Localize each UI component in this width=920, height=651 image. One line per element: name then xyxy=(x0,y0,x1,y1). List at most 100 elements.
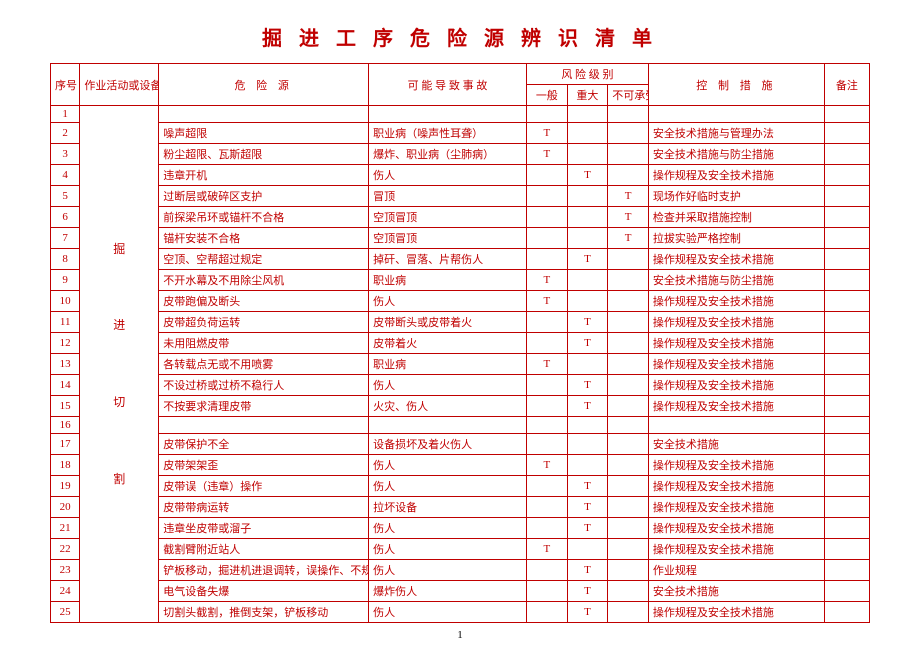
cell-hazard: 未用阻燃皮带 xyxy=(159,333,369,354)
cell-r3 xyxy=(608,539,649,560)
cell-hazard: 噪声超限 xyxy=(159,123,369,144)
cell-accident: 空顶冒顶 xyxy=(369,228,527,249)
cell-r2: T xyxy=(567,396,608,417)
cell-r2: T xyxy=(567,165,608,186)
cell-hazard xyxy=(159,106,369,123)
cell-r1 xyxy=(527,165,568,186)
cell-seq: 23 xyxy=(51,560,80,581)
cell-r2: T xyxy=(567,497,608,518)
cell-hazard: 不设过桥或过桥不稳行人 xyxy=(159,375,369,396)
cell-seq: 15 xyxy=(51,396,80,417)
cell-r2 xyxy=(567,207,608,228)
cell-r3 xyxy=(608,396,649,417)
cell-accident: 伤人 xyxy=(369,375,527,396)
cell-accident: 伤人 xyxy=(369,539,527,560)
cell-seq: 1 xyxy=(51,106,80,123)
cell-measure: 操作规程及安全技术措施 xyxy=(648,312,824,333)
table-row: 24电气设备失爆爆炸伤人T安全技术措施 xyxy=(51,581,870,602)
cell-r3 xyxy=(608,354,649,375)
cell-r2: T xyxy=(567,602,608,623)
cell-r1 xyxy=(527,417,568,434)
cell-remark xyxy=(824,375,869,396)
cell-r3 xyxy=(608,270,649,291)
cell-remark xyxy=(824,518,869,539)
cell-seq: 22 xyxy=(51,539,80,560)
table-row: 25切割头截割，推倒支架，铲板移动伤人T操作规程及安全技术措施 xyxy=(51,602,870,623)
cell-r3 xyxy=(608,333,649,354)
cell-measure: 操作规程及安全技术措施 xyxy=(648,476,824,497)
cell-remark xyxy=(824,560,869,581)
cell-r2 xyxy=(567,106,608,123)
cell-remark xyxy=(824,333,869,354)
header-area: 作业活动或设备 (材料) 名 称 xyxy=(80,64,159,106)
cell-r3 xyxy=(608,249,649,270)
cell-hazard: 皮带跑偏及断头 xyxy=(159,291,369,312)
cell-remark xyxy=(824,165,869,186)
table-row: 12未用阻燃皮带皮带着火T操作规程及安全技术措施 xyxy=(51,333,870,354)
cell-r3 xyxy=(608,581,649,602)
table-row: 3粉尘超限、瓦斯超限爆炸、职业病（尘肺病）T安全技术措施与防尘措施 xyxy=(51,144,870,165)
cell-remark xyxy=(824,186,869,207)
cell-accident: 空顶冒顶 xyxy=(369,207,527,228)
cell-seq: 16 xyxy=(51,417,80,434)
cell-accident: 冒顶 xyxy=(369,186,527,207)
cell-accident: 皮带着火 xyxy=(369,333,527,354)
table-row: 13各转载点无或不用喷雾职业病T操作规程及安全技术措施 xyxy=(51,354,870,375)
table-row: 22截割臂附近站人伤人T操作规程及安全技术措施 xyxy=(51,539,870,560)
cell-accident: 伤人 xyxy=(369,560,527,581)
table-row: 17皮带保护不全设备损坏及着火伤人安全技术措施 xyxy=(51,434,870,455)
table-row: 14不设过桥或过桥不稳行人伤人T操作规程及安全技术措施 xyxy=(51,375,870,396)
cell-accident xyxy=(369,106,527,123)
cell-hazard: 过断层或破碎区支护 xyxy=(159,186,369,207)
cell-seq: 24 xyxy=(51,581,80,602)
cell-hazard: 截割臂附近站人 xyxy=(159,539,369,560)
cell-r2 xyxy=(567,291,608,312)
table-row: 10皮带跑偏及断头伤人T操作规程及安全技术措施 xyxy=(51,291,870,312)
cell-remark xyxy=(824,581,869,602)
cell-r1 xyxy=(527,396,568,417)
cell-seq: 6 xyxy=(51,207,80,228)
cell-seq: 18 xyxy=(51,455,80,476)
cell-r2 xyxy=(567,539,608,560)
cell-seq: 21 xyxy=(51,518,80,539)
cell-accident: 伤人 xyxy=(369,476,527,497)
cell-remark xyxy=(824,249,869,270)
cell-r1 xyxy=(527,228,568,249)
table-row: 2噪声超限职业病（噪声性耳聋）T安全技术措施与管理办法 xyxy=(51,123,870,144)
cell-r1 xyxy=(527,186,568,207)
cell-measure xyxy=(648,417,824,434)
hazard-table: 序号 作业活动或设备 (材料) 名 称 危 险 源 可 能 导 致 事 故 风 … xyxy=(50,63,870,623)
cell-measure: 操作规程及安全技术措施 xyxy=(648,497,824,518)
header-r3: 不可承受 xyxy=(608,85,649,106)
cell-r2: T xyxy=(567,333,608,354)
cell-seq: 19 xyxy=(51,476,80,497)
cell-remark xyxy=(824,497,869,518)
cell-r2: T xyxy=(567,375,608,396)
cell-r2: T xyxy=(567,249,608,270)
cell-r1: T xyxy=(527,144,568,165)
cell-r1: T xyxy=(527,539,568,560)
cell-r2: T xyxy=(567,560,608,581)
cell-r1: T xyxy=(527,354,568,375)
table-row: 6前探梁吊环或锚杆不合格空顶冒顶T检查并采取措施控制 xyxy=(51,207,870,228)
cell-r3 xyxy=(608,602,649,623)
cell-remark xyxy=(824,106,869,123)
cell-r3 xyxy=(608,291,649,312)
cell-measure: 拉拔实验严格控制 xyxy=(648,228,824,249)
cell-remark xyxy=(824,417,869,434)
cell-remark xyxy=(824,291,869,312)
cell-remark xyxy=(824,354,869,375)
cell-hazard: 不按要求清理皮带 xyxy=(159,396,369,417)
cell-r1 xyxy=(527,333,568,354)
cell-measure: 操作规程及安全技术措施 xyxy=(648,249,824,270)
cell-hazard: 皮带超负荷运转 xyxy=(159,312,369,333)
cell-accident: 伤人 xyxy=(369,291,527,312)
cell-hazard: 锚杆安装不合格 xyxy=(159,228,369,249)
cell-remark xyxy=(824,396,869,417)
cell-seq: 10 xyxy=(51,291,80,312)
cell-remark xyxy=(824,434,869,455)
cell-accident: 伤人 xyxy=(369,165,527,186)
cell-r1 xyxy=(527,602,568,623)
cell-r1: T xyxy=(527,123,568,144)
table-row: 15不按要求清理皮带火灾、伤人T操作规程及安全技术措施 xyxy=(51,396,870,417)
